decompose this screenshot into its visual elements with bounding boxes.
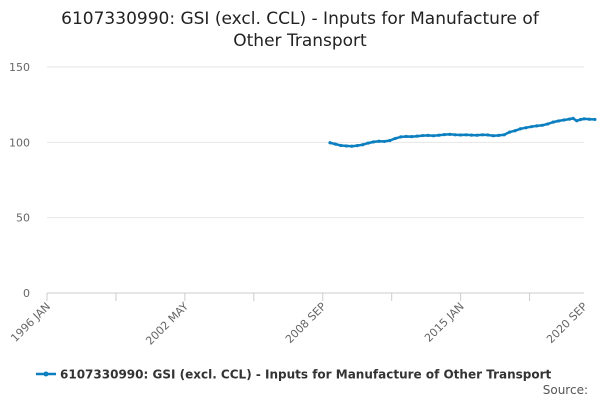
x-tick-label: 2008 SEP (283, 300, 329, 346)
data-point[interactable] (448, 132, 452, 136)
data-point[interactable] (404, 134, 408, 139)
source-label: Source: (543, 383, 588, 397)
data-point[interactable] (453, 133, 457, 137)
data-point[interactable] (540, 123, 544, 127)
chart-title-line-2: Other Transport (233, 31, 367, 51)
data-point[interactable] (546, 122, 550, 126)
data-point[interactable] (535, 124, 539, 128)
y-tick-label: 100 (9, 136, 30, 149)
data-point[interactable] (475, 133, 479, 137)
data-point[interactable] (355, 144, 359, 148)
x-axis: 1996 JAN 2002 MAY 2008 SEP 2015 JAN 2020 SEP (8, 292, 590, 348)
legend-label: 6107330990: GSI (excl. CCL) - Inputs for… (60, 368, 552, 382)
grid-lines (47, 66, 584, 219)
legend-marker-icon (43, 371, 49, 377)
y-axis: 0 50 100 150 (9, 61, 30, 300)
y-tick-label: 50 (16, 212, 30, 225)
data-point[interactable] (562, 118, 566, 122)
data-point[interactable] (366, 141, 370, 145)
data-point[interactable] (524, 126, 528, 130)
data-point[interactable] (426, 133, 430, 138)
data-point[interactable] (578, 117, 582, 122)
data-point[interactable] (415, 134, 419, 138)
data-point[interactable] (399, 135, 403, 139)
data-point[interactable] (393, 136, 397, 141)
data-point[interactable] (557, 119, 561, 123)
x-tick-label: 2002 MAY (143, 300, 191, 348)
data-point[interactable] (442, 133, 446, 137)
data-point[interactable] (377, 139, 381, 143)
data-point[interactable] (420, 133, 425, 138)
data-point[interactable] (529, 125, 533, 129)
data-point[interactable] (388, 138, 392, 143)
data-point[interactable] (486, 133, 490, 137)
data-point[interactable] (513, 129, 517, 133)
data-point[interactable] (469, 133, 474, 137)
data-point[interactable] (371, 140, 376, 144)
data-point[interactable] (575, 119, 579, 123)
data-point[interactable] (497, 133, 501, 138)
data-point[interactable] (491, 134, 495, 138)
series-layer (328, 116, 597, 148)
data-point[interactable] (582, 117, 586, 121)
data-point[interactable] (587, 117, 592, 121)
data-point[interactable] (551, 120, 555, 124)
data-point[interactable] (567, 117, 572, 121)
data-point[interactable] (431, 134, 436, 138)
data-point[interactable] (464, 133, 468, 137)
data-point[interactable] (333, 142, 338, 146)
data-point[interactable] (508, 130, 512, 134)
data-point[interactable] (361, 143, 365, 147)
x-tick-label: 1996 JAN (8, 300, 53, 345)
data-point[interactable] (480, 133, 485, 137)
legend[interactable]: 6107330990: GSI (excl. CCL) - Inputs for… (36, 368, 552, 382)
y-tick-label: 0 (23, 287, 30, 300)
data-point[interactable] (502, 133, 506, 137)
data-point[interactable] (350, 144, 354, 148)
x-tick-label: 2015 JAN (422, 300, 467, 345)
data-point[interactable] (328, 141, 332, 145)
data-point[interactable] (410, 135, 414, 139)
chart-title-line-1: 6107330990: GSI (excl. CCL) - Inputs for… (61, 9, 540, 29)
data-point[interactable] (593, 117, 597, 122)
data-point[interactable] (339, 143, 343, 148)
data-point[interactable] (437, 133, 441, 137)
data-point[interactable] (518, 127, 523, 131)
x-tick-label: 2020 SEP (544, 300, 590, 346)
data-point[interactable] (344, 144, 348, 148)
y-tick-label: 150 (9, 61, 30, 74)
data-point[interactable] (571, 116, 575, 120)
data-point[interactable] (382, 139, 387, 144)
data-point[interactable] (459, 133, 463, 137)
